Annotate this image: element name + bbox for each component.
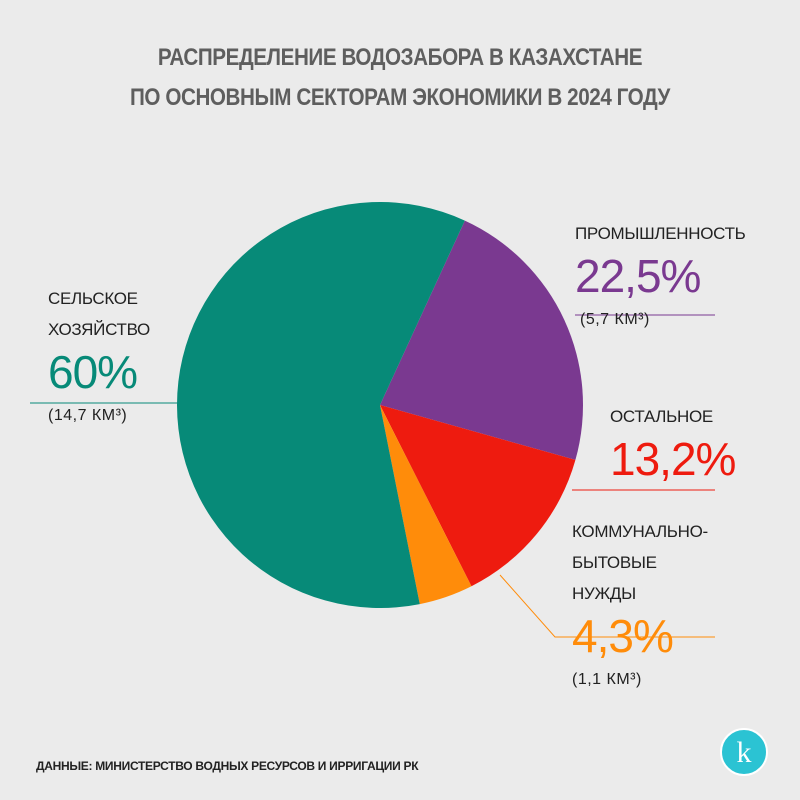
pie-slice — [176, 201, 465, 609]
volume-label: (1,1 КМ³) — [572, 671, 642, 688]
pie-slice — [380, 220, 583, 460]
slice-label: КОММУНАЛЬНО-БЫТОВЫЕ НУЖДЫ 4,3% (1,1 КМ³) — [572, 516, 722, 693]
title-line: ПО ОСНОВНЫМ СЕКТОРАМ ЭКОНОМИКИ В 2024 ГО… — [130, 84, 670, 111]
title-line: РАСПРЕДЕЛЕНИЕ ВОДОЗАБОРА В КАЗАХСТАНЕ — [157, 44, 643, 71]
legend-entry: ПРОМЫШЛЕННОСТЬ — [575, 224, 746, 243]
leader-line — [499, 574, 715, 638]
logo-letter: k — [737, 736, 752, 769]
pie-slice — [380, 405, 576, 587]
legend-entry: СЕЛЬСКОЕ ХОЗЯЙСТВО — [48, 289, 150, 339]
slice-label: ОСТАЛЬНОЕ 13,2% — [610, 401, 800, 486]
legend-entry: КОММУНАЛЬНО-БЫТОВЫЕ НУЖДЫ — [572, 522, 708, 603]
data-label: 60% — [48, 346, 138, 398]
volume-label: (14,7 КМ³) — [48, 407, 128, 424]
legend-entry: ОСТАЛЬНОЕ — [610, 407, 713, 426]
data-label: 13,2% — [610, 433, 736, 485]
slice-label: СЕЛЬСКОЕ ХОЗЯЙСТВО 60% (14,7 КМ³) — [48, 283, 168, 429]
pie-slice — [380, 405, 472, 605]
volume-label: (5,7 КМ³) — [580, 311, 650, 328]
logo — [720, 728, 768, 776]
slice-label: ПРОМЫШЛЕННОСТЬ 22,5% (5,7 КМ³) — [575, 218, 775, 333]
data-label: 22,5% — [575, 250, 701, 302]
source: ДАННЫЕ: МИНИСТЕРСТВО ВОДНЫХ РЕСУРСОВ И И… — [36, 759, 419, 773]
data-label: 4,3% — [572, 610, 674, 662]
chart-title: РАСПРЕДЕЛЕНИЕ ВОДОЗАБОРА В КАЗАХСТАНЕ ПО … — [56, 38, 744, 118]
